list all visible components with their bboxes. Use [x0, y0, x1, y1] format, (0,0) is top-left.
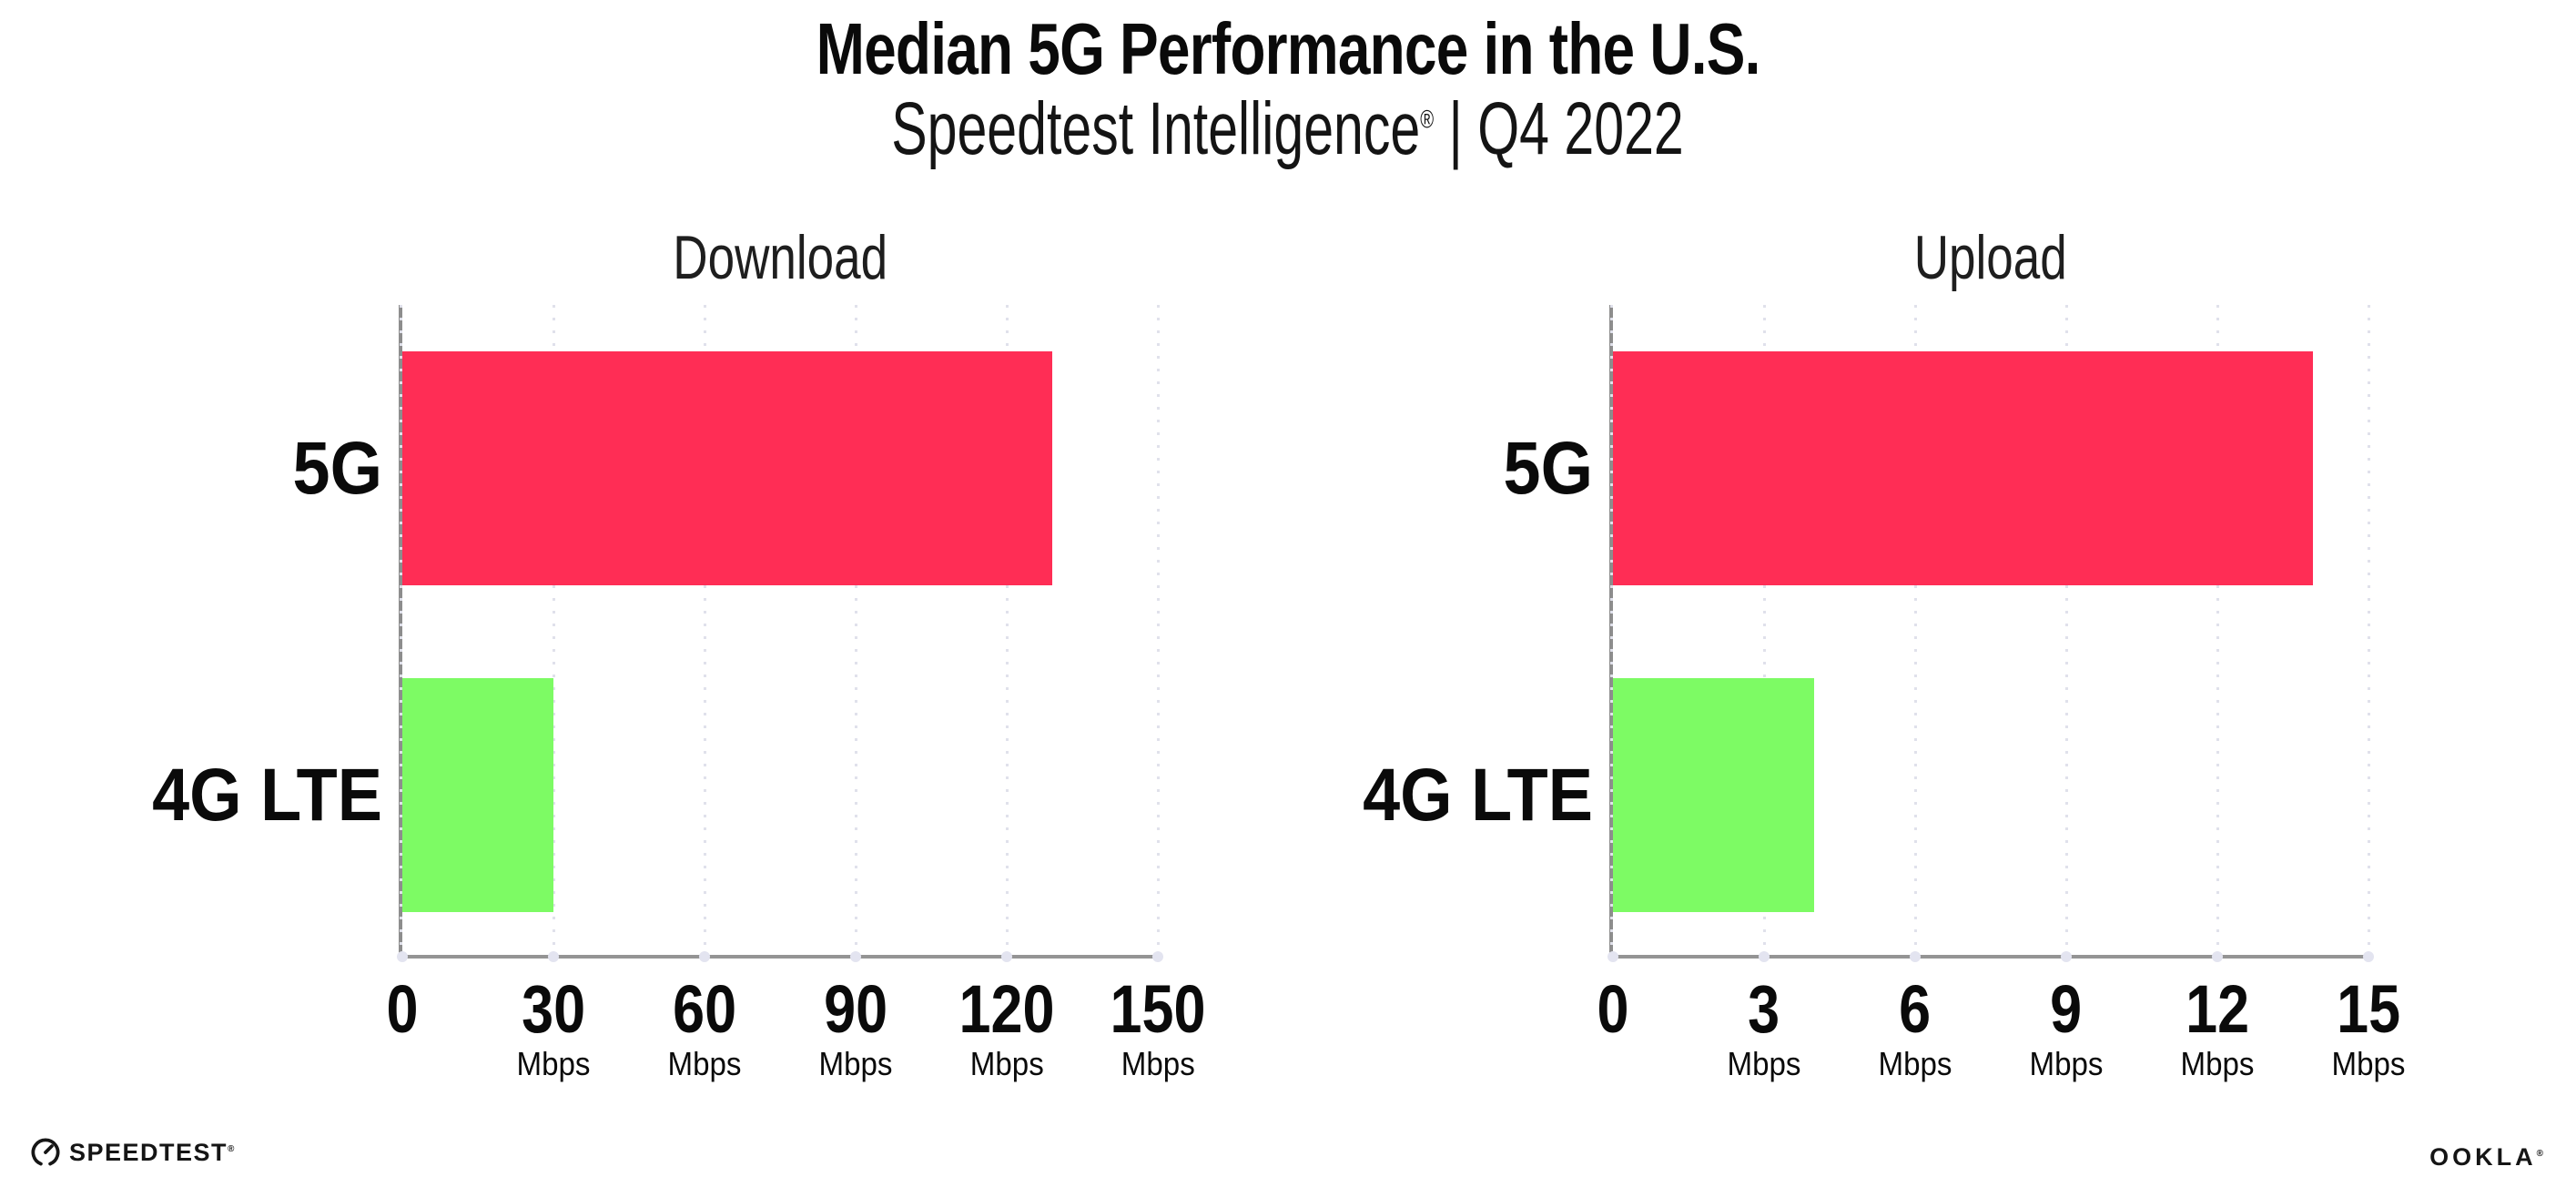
x-tick: 30 Mbps [513, 975, 593, 1082]
download-plot-area: 0 30 Mbps 60 Mbps 90 Mbps 120 Mbps 150 Mbps 5G 4G LT… [152, 305, 1205, 1082]
bar-5g [1613, 351, 2314, 585]
axis-tick-dot [2212, 951, 2223, 962]
axis-tick-dot [1152, 951, 1163, 962]
axis-tick-dot [1759, 951, 1770, 962]
registered-mark: ® [1420, 105, 1435, 134]
category-label-5g: 5G [292, 426, 382, 510]
x-tick-unit: Mbps [516, 1045, 591, 1082]
gridline [1609, 305, 1613, 955]
x-tick-value: 30 [522, 971, 585, 1047]
x-tick-unit: Mbps [667, 1045, 742, 1082]
download-chart: Download 0 30 Mbps 60 Mbps 90 Mbps 120 Mbps 150 Mb… [152, 0, 1205, 1111]
subtitle-brand: Speedtest Intelligence [891, 87, 1421, 170]
category-label-4g-lte: 4G LTE [1363, 753, 1593, 837]
bar-5g [402, 351, 1052, 585]
page-subtitle-text: Speedtest Intelligence® | Q4 2022 [892, 86, 1684, 172]
gauge-icon [31, 1138, 60, 1166]
x-tick-value: 90 [824, 971, 887, 1047]
axis-tick-dot [2061, 951, 2072, 962]
x-tick-unit: Mbps [1727, 1045, 1801, 1082]
gridline [1156, 305, 1160, 955]
gridline [552, 305, 555, 955]
x-tick: 6 Mbps [1875, 975, 1955, 1082]
axis-tick-dot [397, 951, 408, 962]
download-chart-title-text: Download [673, 223, 887, 292]
x-tick-unit: Mbps [2029, 1045, 2104, 1082]
gridline [1913, 305, 1917, 955]
page-title-text: Median 5G Performance in the U.S. [816, 8, 1761, 89]
gridline [2064, 305, 2068, 955]
gridline [1005, 305, 1009, 955]
axis-tick-dot [1910, 951, 1921, 962]
x-tick: 9 Mbps [2026, 975, 2106, 1082]
x-tick: 3 Mbps [1724, 975, 1804, 1082]
x-tick-unit: Mbps [969, 1045, 1044, 1082]
speedtest-logo: SPEEDTEST® [31, 1138, 234, 1167]
gridline [1762, 305, 1766, 955]
axis-tick-dot [1001, 951, 1012, 962]
axis-tick-dot [1607, 951, 1618, 962]
page-subtitle: Speedtest Intelligence® | Q4 2022 [0, 86, 2576, 172]
x-tick-value: 0 [1597, 971, 1629, 1047]
upload-chart-title: Upload [1613, 222, 2368, 293]
x-tick-value: 60 [673, 971, 736, 1047]
speedtest-wordmark-text: SPEEDTEST [69, 1138, 228, 1166]
gridline [703, 305, 706, 955]
category-label-4g-lte: 4G LTE [152, 753, 382, 837]
upload-plot-area: 0 3 Mbps 6 Mbps 9 Mbps 12 Mbps 15 Mbps 5G 4G LTE [1363, 305, 2405, 1082]
upload-chart: Upload 0 3 Mbps 6 Mbps 9 Mbps 12 Mbps 15 Mbps 5G 4G … [1363, 0, 2405, 1111]
axis-tick-dot [850, 951, 861, 962]
x-tick-value: 120 [958, 971, 1055, 1047]
speedtest-wordmark: SPEEDTEST® [69, 1139, 234, 1167]
x-tick-value: 9 [2050, 971, 2083, 1047]
x-tick: 15 Mbps [2328, 975, 2409, 1082]
upload-chart-title-text: Upload [1913, 223, 2068, 292]
page-title: Median 5G Performance in the U.S. [0, 7, 2576, 91]
x-tick-unit: Mbps [1121, 1045, 1195, 1082]
gridline [2367, 305, 2370, 955]
ookla-wordmark-text: OOKLA [2429, 1143, 2537, 1171]
gridline [854, 305, 857, 955]
axis-tick-dot [548, 951, 559, 962]
x-tick: 150 Mbps [1101, 975, 1213, 1082]
axis-tick-dot [699, 951, 710, 962]
x-tick-unit: Mbps [1878, 1045, 1952, 1082]
x-tick: 0 [1594, 975, 1631, 1044]
category-label-5g: 5G [1503, 426, 1593, 510]
x-tick-value: 3 [1748, 971, 1780, 1047]
bar-4g-lte [402, 678, 553, 912]
x-tick: 90 Mbps [816, 975, 896, 1082]
ookla-logo: OOKLA® [2429, 1143, 2543, 1172]
x-tick-value: 0 [386, 971, 419, 1047]
x-tick-value: 15 [2337, 971, 2400, 1047]
x-tick-unit: Mbps [2180, 1045, 2255, 1082]
ookla-registered-mark: ® [2536, 1149, 2543, 1159]
gridline [2216, 305, 2219, 955]
bar-4g-lte [1613, 678, 1815, 912]
subtitle-quarter: | Q4 2022 [1434, 87, 1685, 170]
download-chart-title: Download [402, 222, 1158, 293]
gridline [399, 305, 402, 955]
x-tick-unit: Mbps [2331, 1045, 2406, 1082]
x-tick: 120 Mbps [950, 975, 1062, 1082]
axis-tick-dot [2363, 951, 2374, 962]
x-tick: 12 Mbps [2177, 975, 2257, 1082]
x-tick-value: 6 [1899, 971, 1932, 1047]
x-tick-value: 150 [1110, 971, 1206, 1047]
x-tick-unit: Mbps [818, 1045, 893, 1082]
speedtest-registered-mark: ® [228, 1143, 235, 1154]
x-tick-value: 12 [2186, 971, 2249, 1047]
x-tick: 60 Mbps [664, 975, 745, 1082]
x-tick: 0 [383, 975, 421, 1044]
